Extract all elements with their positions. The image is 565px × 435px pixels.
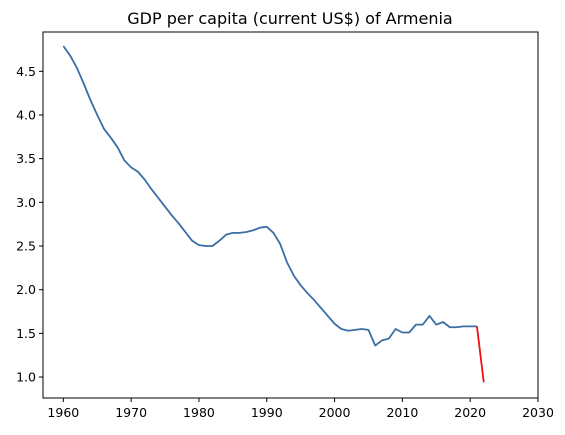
y-tick-label: 2.5: [16, 239, 36, 254]
x-axis: 1960 1970 1980 1990 2000 2010 2020 2030: [47, 398, 554, 420]
series-layer: [62, 45, 485, 383]
series-line-2: [476, 326, 485, 383]
y-axis: 1.0 1.5 2.0 2.5 3.0 3.5 4.0 4.5: [16, 64, 43, 385]
series-line-1: [62, 45, 477, 347]
x-tick-label: 1980: [183, 405, 215, 420]
plot-frame: [42, 31, 539, 399]
y-tick-label: 4.5: [16, 64, 36, 79]
x-tick-label: 2010: [386, 405, 418, 420]
x-tick-label: 2030: [522, 405, 554, 420]
y-tick-label: 2.0: [16, 282, 36, 297]
y-tick-label: 4.0: [16, 107, 36, 122]
y-tick-label: 1.0: [16, 370, 36, 385]
chart-title: GDP per capita (current US$) of Armenia: [127, 9, 452, 28]
x-tick-label: 2020: [454, 405, 486, 420]
x-tick-label: 1960: [47, 405, 79, 420]
x-tick-label: 1970: [115, 405, 147, 420]
y-tick-label: 3.5: [16, 151, 36, 166]
y-tick-label: 3.0: [16, 195, 36, 210]
x-tick-label: 2000: [319, 405, 351, 420]
x-tick-label: 1990: [251, 405, 283, 420]
y-tick-label: 1.5: [16, 326, 36, 341]
